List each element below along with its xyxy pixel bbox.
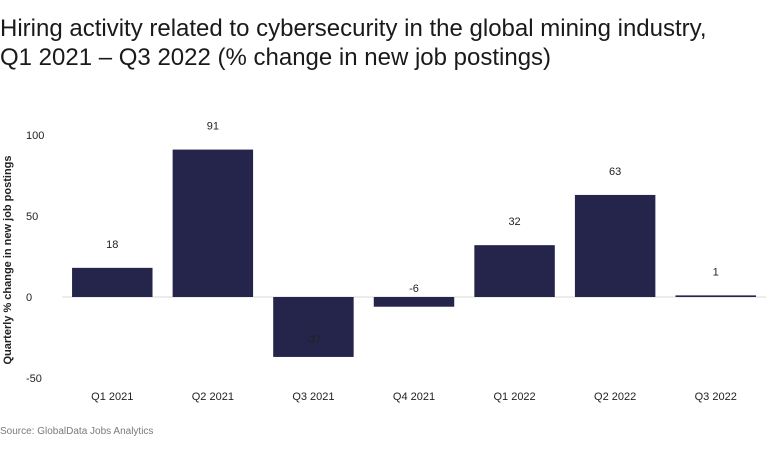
data-label: 63 bbox=[609, 166, 621, 178]
source-note: Source: GlobalData Jobs Analytics bbox=[0, 426, 154, 437]
bar-q4-2021 bbox=[373, 297, 455, 307]
x-tick-label: Q3 2021 bbox=[292, 391, 334, 403]
data-label: -37 bbox=[305, 334, 321, 346]
y-axis-label: Quarterly % change in new job postings bbox=[2, 155, 14, 364]
y-tick-label: -50 bbox=[26, 373, 42, 385]
x-tick-label: Q2 2021 bbox=[192, 391, 234, 403]
data-label: 18 bbox=[106, 239, 118, 251]
bar-q2-2022 bbox=[574, 194, 656, 297]
bar-q1-2021 bbox=[72, 267, 153, 297]
data-label: 32 bbox=[508, 216, 520, 228]
data-labels: 18 91 -37 -6 32 63 1 bbox=[106, 121, 719, 346]
x-tick-label: Q2 2022 bbox=[594, 391, 636, 403]
data-label: 91 bbox=[207, 121, 219, 133]
y-tick-label: 50 bbox=[26, 211, 38, 223]
x-tick-label: Q3 2022 bbox=[695, 391, 737, 403]
x-axis-ticks: Q1 2021 Q2 2021 Q3 2021 Q4 2021 Q1 2022 Q2 20… bbox=[91, 391, 737, 403]
bar-q2-2021 bbox=[172, 149, 254, 297]
x-tick-label: Q4 2021 bbox=[393, 391, 435, 403]
bar-chart: Quarterly % change in new job postings 1… bbox=[2, 121, 766, 403]
bar-q1-2022 bbox=[474, 245, 555, 297]
x-tick-label: Q1 2022 bbox=[493, 391, 535, 403]
y-tick-label: 100 bbox=[26, 130, 44, 142]
bar-q3-2021 bbox=[273, 297, 354, 357]
chart-title: Hiring activity related to cybersecurity… bbox=[0, 15, 707, 71]
bars bbox=[72, 149, 756, 357]
data-label: 1 bbox=[713, 266, 719, 278]
y-axis-ticks: 100 50 0 -50 bbox=[26, 130, 44, 385]
y-tick-label: 0 bbox=[26, 292, 32, 304]
bar-q3-2022 bbox=[675, 295, 756, 297]
x-tick-label: Q1 2021 bbox=[91, 391, 133, 403]
data-label: -6 bbox=[409, 283, 419, 295]
